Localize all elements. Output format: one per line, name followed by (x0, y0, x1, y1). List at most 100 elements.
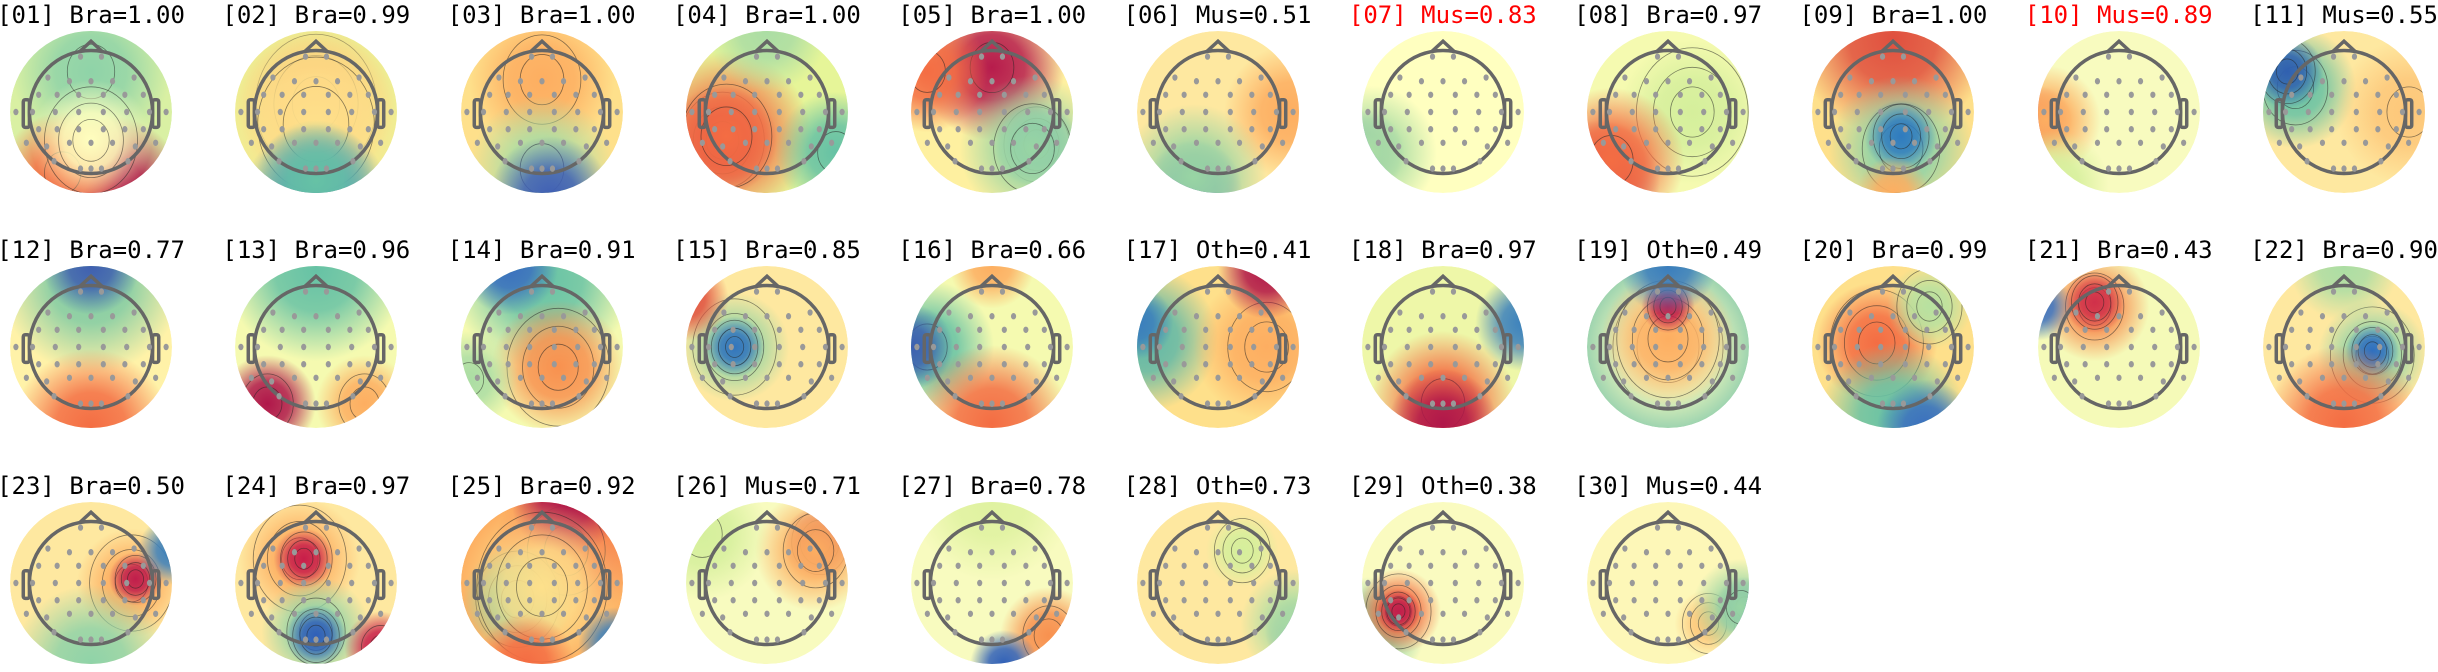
panel-title: [19] Oth=0.49 (1574, 236, 1763, 264)
electrode-dot (356, 74, 362, 81)
electrode-dot (1181, 361, 1187, 368)
electrode-dot (1418, 549, 1424, 556)
electrode-dot (1011, 610, 1017, 617)
electrode-dot (249, 610, 255, 617)
electrode-dot (1162, 326, 1168, 333)
electrode-dot (109, 139, 116, 146)
electrode-dot (1156, 579, 1162, 587)
contour-line (44, 86, 138, 193)
electrode-dot (163, 108, 169, 116)
electrode-dot (572, 326, 579, 333)
electrode-dot (1204, 53, 1210, 60)
electrode-dot (1613, 91, 1619, 98)
head-outline (472, 273, 612, 411)
electrode-dot (131, 309, 137, 316)
electrode-dot (1965, 343, 1972, 351)
electrode-dot (366, 326, 372, 333)
right-ear-icon (1953, 332, 1963, 365)
electrode-dot (689, 108, 695, 116)
electrode-dot (313, 636, 319, 643)
nose-icon (529, 38, 554, 53)
right-ear-icon (826, 97, 837, 130)
electrode-dot (1924, 326, 1930, 333)
electrode-dot (1880, 53, 1886, 60)
electrode-dot (2341, 139, 2347, 146)
electrode-dot (751, 562, 758, 569)
electrode-dot (551, 326, 557, 333)
electrode-dot (276, 158, 282, 165)
electrode-dot (753, 524, 760, 531)
electrode-dot (730, 597, 736, 604)
electrode-dot (1935, 378, 1941, 385)
electrode-dot (1687, 139, 1693, 146)
electrode-dot (2282, 343, 2289, 351)
head-outline (21, 273, 161, 411)
electrode-dot (76, 597, 82, 604)
electrode-dot (1717, 361, 1724, 368)
electrode-dot (1838, 361, 1844, 368)
electrode-dot (88, 636, 94, 643)
electrode-dot (303, 53, 309, 60)
electrode-dot (1452, 326, 1458, 333)
topomap-16 (911, 266, 1074, 428)
electrode-dot (326, 597, 332, 604)
topomap-field (1361, 266, 1524, 428)
electrode-dot (44, 378, 50, 385)
electrode-dot (1740, 579, 1746, 587)
electrode-dot (1403, 393, 1409, 400)
electrode-dot (1171, 74, 1178, 81)
electrode-dot (378, 610, 384, 617)
electrode-dot (1675, 288, 1682, 295)
electrode-dot (764, 165, 770, 172)
electrode-dot (502, 158, 508, 165)
electrode-dot (77, 288, 84, 295)
electrode-dot (1452, 361, 1458, 368)
electrode-dot (1214, 549, 1221, 556)
electrode-dot (2149, 126, 2156, 133)
electrode-dot (1375, 610, 1381, 617)
electrode-dot (326, 91, 332, 98)
electrode-dot (1631, 326, 1637, 333)
electrode-dot (1248, 562, 1254, 569)
electrode-dot (751, 126, 758, 133)
electrode-dot (1832, 108, 1838, 116)
electrode-dot (1001, 108, 1008, 116)
electrode-dot (88, 400, 94, 407)
electrode-dot (816, 91, 822, 98)
electrode-dot (1181, 126, 1187, 133)
electrode-dot (2298, 74, 2304, 81)
nose-icon (2106, 273, 2131, 288)
panel-title: [15] Bra=0.85 (672, 236, 861, 264)
electrode-dot (77, 636, 84, 643)
electrode-dot (955, 562, 961, 569)
electrode-dot (977, 579, 983, 587)
electrode-dot (2393, 91, 2399, 98)
electrode-dot (776, 108, 782, 116)
electrode-dot (349, 579, 355, 587)
electrode-dot (366, 91, 372, 98)
electrode-dot (1677, 597, 1684, 604)
electrode-dot (1653, 91, 1659, 98)
electrode-dot (968, 139, 974, 146)
electrode-dot (109, 610, 116, 617)
electrode-dot (1655, 400, 1661, 407)
electrode-dot (1653, 108, 1659, 116)
electrode-dot (1177, 629, 1184, 636)
electrode-dot (968, 78, 974, 85)
electrode-dot (1250, 108, 1256, 116)
electrode-dot (2305, 343, 2311, 351)
electrode-dot (1273, 108, 1279, 116)
electrode-dot (2297, 378, 2303, 385)
electrode-dot (301, 91, 307, 98)
electrode-dot (1214, 139, 1221, 146)
left-ear-icon (697, 97, 708, 130)
electrode-dot (2180, 374, 2186, 381)
electrode-dot (1856, 361, 1863, 368)
electrode-dot (51, 629, 57, 636)
electrode-dot (989, 313, 995, 320)
electrode-dot (1903, 361, 1909, 368)
electrode-dot (808, 143, 814, 150)
left-ear-icon (922, 97, 933, 130)
electrode-dot (1846, 143, 1852, 150)
electrode-dot (2329, 361, 2335, 368)
